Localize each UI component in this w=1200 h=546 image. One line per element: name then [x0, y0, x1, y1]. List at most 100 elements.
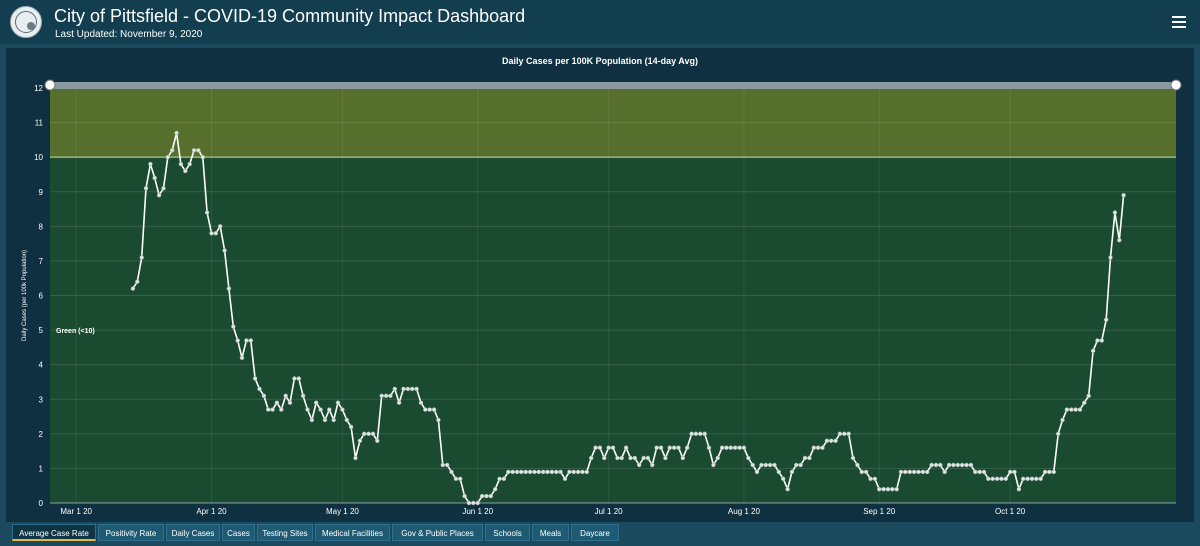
tab-cases[interactable]: Cases: [222, 524, 255, 541]
data-point: [680, 455, 685, 461]
y-tick-label: 11: [35, 119, 44, 128]
data-point: [780, 476, 786, 481]
tab-testing-sites[interactable]: Testing Sites: [257, 524, 313, 541]
data-point: [719, 445, 725, 450]
data-point: [466, 500, 472, 506]
tab-daycare[interactable]: Daycare: [571, 524, 619, 541]
data-point: [396, 400, 402, 405]
data-point: [924, 469, 930, 475]
hamburger-menu-icon[interactable]: [1172, 16, 1186, 28]
data-point: [152, 175, 157, 181]
data-point: [571, 469, 576, 475]
data-point: [479, 493, 485, 499]
data-point: [597, 445, 603, 450]
data-point: [471, 500, 476, 506]
data-point: [209, 231, 214, 236]
data-point: [462, 493, 467, 499]
tab-gov-public-places[interactable]: Gov & Public Places: [392, 524, 483, 541]
data-point: [414, 386, 419, 392]
data-point: [588, 455, 594, 461]
data-point: [274, 400, 280, 405]
y-tick-label: 9: [39, 188, 44, 197]
data-point: [872, 476, 878, 481]
data-point: [331, 417, 336, 423]
data-point: [458, 476, 463, 481]
data-point: [981, 469, 987, 475]
data-point: [410, 386, 415, 392]
data-point: [1121, 193, 1126, 198]
data-point: [689, 431, 694, 436]
y-tick-label: 2: [39, 430, 44, 439]
y-tick-label: 6: [39, 292, 44, 301]
data-point: [663, 455, 668, 461]
data-point: [855, 462, 860, 468]
data-point: [632, 455, 637, 461]
data-point: [898, 469, 904, 475]
data-point: [510, 469, 515, 475]
x-tick-label: Oct 1 20: [995, 507, 1026, 516]
data-point: [676, 445, 681, 450]
data-point: [794, 462, 799, 468]
data-point: [1099, 338, 1105, 343]
band-label-green: Green (<10): [56, 328, 95, 335]
data-point: [767, 462, 773, 468]
data-point: [654, 445, 659, 450]
data-point: [628, 455, 633, 461]
data-point: [488, 493, 493, 499]
data-point: [1108, 255, 1113, 260]
data-point: [1103, 317, 1109, 322]
yellow-band: [50, 88, 1176, 158]
data-point: [279, 407, 284, 412]
data-point: [156, 193, 162, 198]
tab-positivity-rate[interactable]: Positivity Rate: [98, 524, 164, 541]
range-slider-left-handle: [44, 79, 56, 91]
data-point: [523, 469, 528, 475]
data-point: [610, 445, 616, 450]
data-point: [671, 445, 677, 450]
data-point: [916, 469, 921, 475]
data-point: [911, 469, 917, 475]
data-point: [994, 476, 1000, 481]
data-point: [802, 455, 808, 461]
data-point: [130, 286, 136, 291]
data-point: [231, 324, 236, 329]
data-point: [798, 462, 803, 468]
data-point: [519, 469, 524, 475]
tab-average-case-rate[interactable]: Average Case Rate: [12, 524, 96, 541]
data-point: [362, 431, 367, 436]
tab-schools[interactable]: Schools: [485, 524, 530, 541]
data-point: [287, 400, 293, 405]
data-point: [148, 161, 153, 167]
data-point: [178, 161, 184, 167]
data-point: [807, 455, 812, 461]
x-tick-label: Sep 1 20: [863, 507, 896, 516]
data-point: [850, 455, 856, 461]
data-point: [423, 407, 428, 412]
data-point: [1117, 238, 1122, 243]
data-point: [951, 462, 956, 468]
data-point: [972, 469, 978, 475]
data-point: [929, 462, 934, 468]
data-point: [946, 462, 952, 468]
y-tick-label: 8: [39, 222, 44, 231]
tab-medical-facilities[interactable]: Medical Facilities: [315, 524, 390, 541]
data-point: [540, 469, 546, 475]
x-tick-label: May 1 20: [326, 507, 359, 516]
data-point: [283, 393, 288, 398]
data-point: [567, 469, 572, 475]
data-point: [684, 445, 690, 450]
data-point: [955, 462, 960, 468]
data-point: [239, 355, 245, 360]
data-point: [584, 469, 589, 475]
data-point: [815, 445, 821, 450]
data-point: [789, 469, 795, 475]
tab-daily-cases[interactable]: Daily Cases: [166, 524, 220, 541]
data-point: [833, 438, 838, 443]
x-tick-label: Aug 1 20: [728, 507, 761, 516]
tab-meals[interactable]: Meals: [532, 524, 569, 541]
data-point: [1020, 476, 1026, 481]
data-point: [741, 445, 747, 450]
app-header: City of Pittsfield - COVID-19 Community …: [0, 0, 1200, 44]
chart-title: Daily Cases per 100K Population (14-day …: [502, 56, 698, 66]
data-point: [418, 400, 424, 405]
